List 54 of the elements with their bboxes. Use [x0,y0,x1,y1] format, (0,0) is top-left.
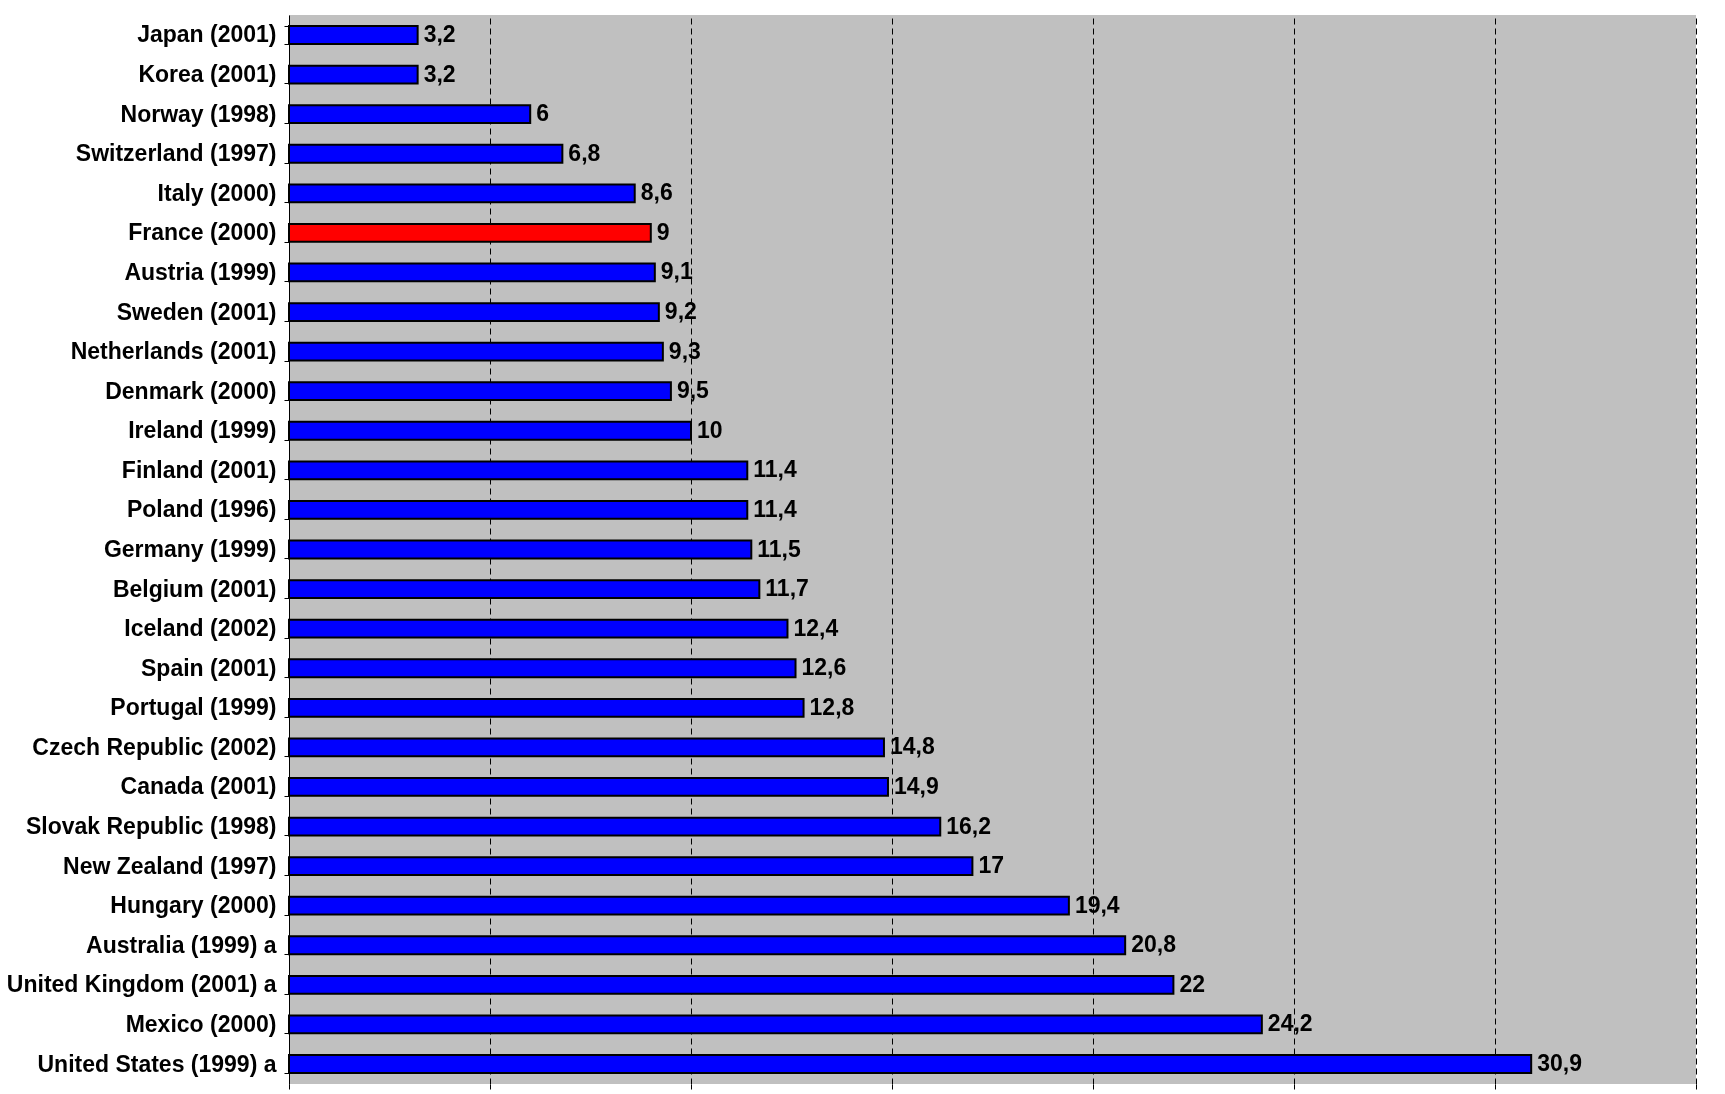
y-tick-label: Czech Republic (2002) [32,733,277,760]
y-tick-label: Sweden (2001) [116,298,277,325]
data-label: 6,8 [568,139,601,166]
y-tick-label: Netherlands (2001) [70,338,277,365]
y-tick-label: Poland (1996) [126,496,277,523]
data-label: 14,8 [889,733,935,760]
y-tick-label: Hungary (2000) [110,892,277,919]
data-label: 3,2 [423,60,456,87]
y-tick-label: Finland (2001) [121,456,277,483]
y-tick-label: Mexico (2000) [125,1010,277,1037]
data-label: 9 [656,218,670,245]
data-label: 6 [536,100,549,127]
data-label: 11,7 [765,575,809,602]
data-label: 11,5 [757,535,801,562]
y-tick-label: Slovak Republic (1998) [25,813,277,840]
y-tick-label: United Kingdom (2001) a [6,971,277,998]
y-tick-label: United States (1999) a [37,1050,277,1077]
y-tick-label: Denmark (2000) [105,377,277,404]
y-tick-label: Ireland (1999) [128,417,277,444]
y-tick-label: Germany (1999) [103,536,277,562]
data-label: 20,8 [1131,931,1177,958]
data-label: 19,4 [1074,891,1120,918]
data-label: 10 [697,416,723,443]
y-tick-label: Italy (2000) [157,179,277,206]
data-label: 12,4 [793,614,839,641]
data-label: 9,1 [660,258,693,285]
data-label: 22 [1179,970,1205,997]
data-label: 24,2 [1267,1010,1313,1037]
data-label: 12,8 [809,693,855,720]
data-label: 3,2 [423,20,456,47]
y-tick-label: Japan (2001) [137,21,277,48]
y-tick-label: France (2000) [128,219,277,246]
data-label: 11,4 [753,495,797,522]
y-tick-label: Belgium (2001) [112,575,277,602]
y-tick-label: Australia (1999) a [86,931,277,958]
data-label: 9,2 [664,298,697,325]
data-label: 9,3 [668,337,701,364]
y-tick-label: Iceland (2002) [124,615,277,642]
data-label: 30,9 [1537,1050,1582,1077]
y-tick-label: Korea (2001) [138,61,277,88]
data-label: 16,2 [946,812,992,839]
data-label: 12,6 [801,654,847,681]
y-tick-label: Switzerland (1997) [75,140,277,167]
y-tick-label: Portugal (1999) [110,694,277,721]
data-label: 14,9 [893,772,939,799]
data-label: 17 [978,852,1004,879]
y-tick-label: Canada (2001) [120,773,277,800]
y-tick-label: New Zealand (1997) [63,852,277,879]
data-label: 11,4 [753,456,797,483]
y-tick-label: Spain (2001) [141,654,277,681]
y-tick-label: Austria (1999) [124,258,277,285]
y-tick-label: Norway (1998) [120,100,277,127]
data-label: 8,6 [640,179,673,206]
data-label: 9,5 [676,377,710,404]
